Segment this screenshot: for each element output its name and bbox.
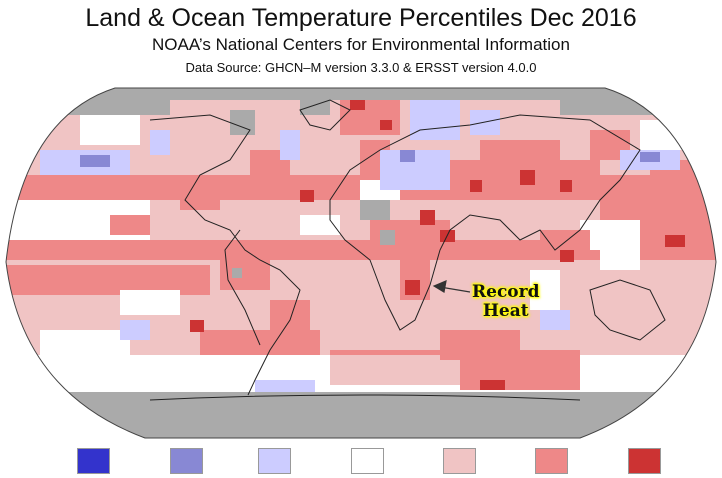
annotation-line-1: Record bbox=[472, 282, 540, 302]
coastlines bbox=[149, 99, 666, 401]
map-title: Land & Ocean Temperature Percentiles Dec… bbox=[85, 4, 637, 32]
grid-cell bbox=[350, 100, 365, 110]
legend-swatch bbox=[443, 448, 476, 474]
grid-cell bbox=[150, 130, 170, 155]
no-data-cell bbox=[6, 95, 170, 115]
grid-cell bbox=[255, 380, 315, 395]
grid-cell bbox=[640, 120, 700, 150]
legend-swatch bbox=[628, 448, 661, 474]
grid-cell bbox=[6, 240, 716, 260]
grid-cell bbox=[640, 152, 660, 162]
grid-cell bbox=[120, 290, 180, 315]
no-data-cell bbox=[6, 88, 716, 100]
map-subtitle: NOAA’s National Centers for Environmenta… bbox=[152, 35, 570, 54]
grid-cell bbox=[470, 180, 482, 192]
grid-cell bbox=[480, 140, 560, 170]
annotation-arrow bbox=[432, 280, 471, 293]
grid-cell bbox=[400, 150, 415, 162]
grid-cell bbox=[80, 155, 110, 167]
grid-cell bbox=[280, 130, 300, 160]
grid-cell bbox=[460, 355, 580, 390]
grid-cell bbox=[665, 235, 685, 247]
grid-cell bbox=[190, 320, 204, 332]
grid-cell bbox=[300, 190, 314, 202]
legend-swatch bbox=[351, 448, 384, 474]
record-heat-annotation: Record Heat bbox=[472, 283, 539, 321]
grid-cell bbox=[530, 270, 560, 310]
grid-cell bbox=[560, 180, 572, 192]
grid-cell bbox=[80, 115, 140, 145]
grid-cell bbox=[380, 120, 392, 130]
grid-cell bbox=[540, 310, 570, 330]
grid-cell bbox=[110, 215, 150, 235]
grid-cell bbox=[560, 250, 574, 262]
grid-cell bbox=[40, 330, 130, 355]
legend-swatch bbox=[170, 448, 203, 474]
legend-swatch bbox=[77, 448, 110, 474]
no-data-cell bbox=[230, 110, 255, 135]
grid-cell bbox=[405, 280, 420, 295]
grid-cell bbox=[440, 330, 520, 360]
legend-swatch bbox=[535, 448, 568, 474]
map-border bbox=[5, 87, 717, 439]
grid-cell bbox=[600, 250, 640, 270]
annotation-line-2: Heat bbox=[482, 301, 529, 321]
grid-cell bbox=[120, 320, 150, 340]
legend-swatch bbox=[258, 448, 291, 474]
data-source: Data Source: GHCN–M version 3.3.0 & ERSS… bbox=[185, 60, 537, 75]
percentile-grid bbox=[6, 88, 716, 438]
no-data-cell bbox=[360, 200, 390, 220]
grid-cell bbox=[480, 380, 505, 390]
grid-cell bbox=[180, 180, 220, 210]
grid-cell bbox=[420, 210, 435, 225]
grid-cell bbox=[220, 250, 270, 290]
no-data-cell bbox=[380, 230, 395, 245]
grid-cell bbox=[410, 100, 460, 140]
no-data-cell bbox=[232, 268, 242, 278]
grid-cell bbox=[520, 170, 535, 185]
